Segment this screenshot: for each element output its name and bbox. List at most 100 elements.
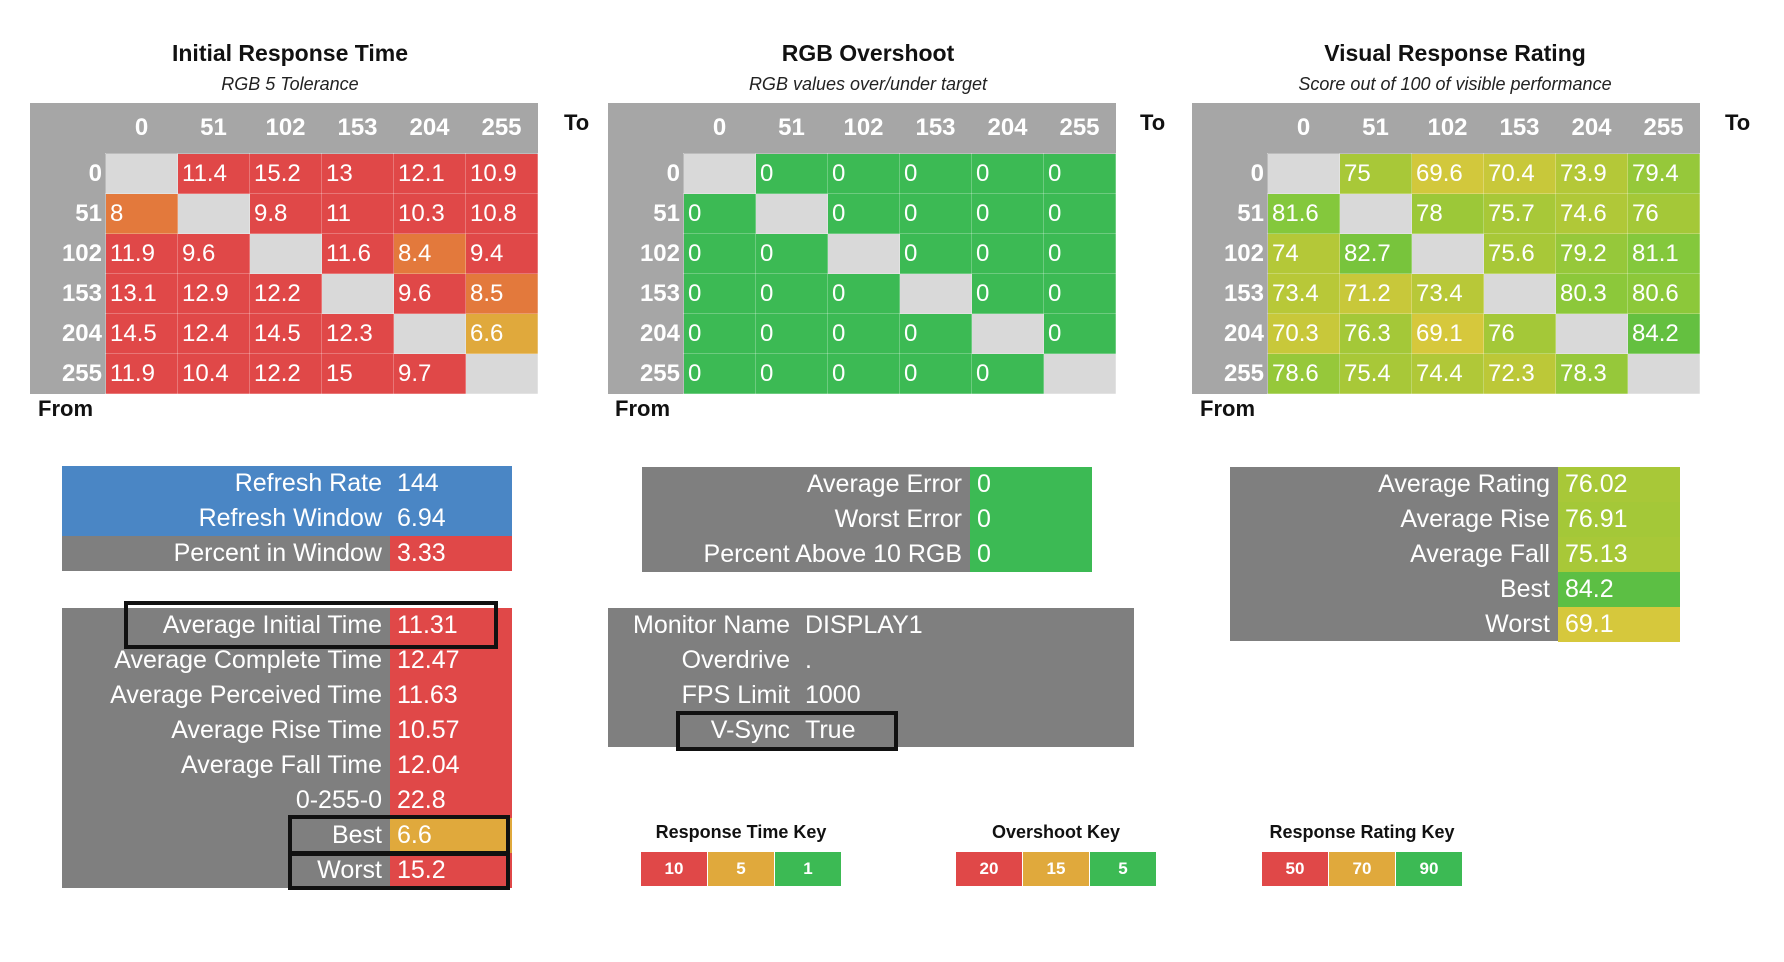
key-swatch: 50 [1262, 852, 1328, 886]
refresh-stats-panel: Refresh Rate 144 Refresh Window 6.94 Percent… [62, 466, 512, 571]
heatmap-cell: 78.6 [1267, 353, 1340, 394]
heatmap-cell-empty [393, 313, 466, 354]
row-header: 0 [608, 153, 684, 194]
heatmap-cell: 78 [1411, 193, 1484, 234]
stat-row: V-Sync True [608, 713, 1134, 748]
heatmap-cell: 8.5 [465, 273, 538, 314]
heatmap-cell: 80.6 [1627, 273, 1700, 314]
heatmap-cell: 74.4 [1411, 353, 1484, 394]
heatmap-cell-empty [899, 273, 972, 314]
heatmap-cell: 12.9 [177, 273, 250, 314]
stat-row: Average Perceived Time 11.63 [62, 678, 512, 713]
stat-row: Best 84.2 [1230, 572, 1680, 607]
stat-row: Monitor Name DISPLAY1 [608, 608, 1134, 643]
heatmap-cell: 15 [321, 353, 394, 394]
heatmap-cell: 76 [1627, 193, 1700, 234]
row-header: 153 [608, 273, 684, 314]
highlight-vsync [676, 711, 898, 751]
heatmap-cell-empty [1627, 353, 1700, 394]
heatmap-cell: 73.4 [1411, 273, 1484, 314]
stat-row: Refresh Window 6.94 [62, 501, 512, 536]
heatmap-row: 51 8 9.8 11 10.3 10.8 [30, 193, 538, 234]
heatmap-cell: 11.9 [105, 233, 178, 274]
heatmap-cell: 0 [971, 193, 1044, 234]
stat-label: Monitor Name [633, 611, 790, 639]
stat-value: 12.04 [390, 748, 512, 783]
row-header: 102 [608, 233, 684, 274]
column-header: 153 [321, 103, 394, 154]
heatmap-cell: 12.2 [249, 273, 322, 314]
stat-row: 0-255-0 22.8 [62, 783, 512, 818]
heatmap-cell: 69.1 [1411, 313, 1484, 354]
highlight-worst [288, 852, 510, 890]
heatmap-cell: 9.8 [249, 193, 322, 234]
stat-value: 0 [970, 537, 1092, 572]
heatmap-cell: 75.7 [1483, 193, 1556, 234]
stat-value: 75.13 [1558, 537, 1680, 572]
heatmap-cell: 13.1 [105, 273, 178, 314]
heatmap-row: 102 74 82.7 75.6 79.2 81.1 [1192, 233, 1700, 274]
column-header: 102 [249, 103, 322, 154]
heatmap-cell: 0 [683, 313, 756, 354]
stat-label: Best [1499, 575, 1550, 603]
heatmap-cell: 11.4 [177, 153, 250, 194]
heatmap-cell: 0 [755, 313, 828, 354]
heatmap-corner [30, 103, 106, 154]
column-header: 51 [177, 103, 250, 154]
heatmap-cell-empty [1483, 273, 1556, 314]
heatmap-cell: 79.2 [1555, 233, 1628, 274]
key-swatch: 1 [775, 852, 841, 886]
stat-label: Percent in Window [62, 536, 390, 571]
heatmap-cell: 14.5 [249, 313, 322, 354]
stat-row: FPS Limit 1000 [608, 678, 1134, 713]
stat-row: Overdrive. [608, 643, 1134, 678]
stat-row: Average Error 0 [642, 467, 1092, 502]
stat-value: 6.6 [390, 818, 512, 853]
heatmap-cell: 8 [105, 193, 178, 234]
column-header: 0 [105, 103, 178, 154]
stat-row: Worst 15.2 [62, 853, 512, 888]
stat-value: 22.8 [390, 783, 512, 818]
heatmap-header-row: 0 51 102 153 204 255 [1192, 103, 1700, 154]
heatmap-cell: 0 [755, 233, 828, 274]
key-swatch: 90 [1396, 852, 1462, 886]
stat-value: 0 [970, 502, 1092, 537]
row-header: 51 [1192, 193, 1268, 234]
stat-label: Average Rating [1378, 470, 1550, 498]
heatmap-cell-empty [1043, 353, 1116, 394]
heatmap-row: 255 0 0 0 0 0 [608, 353, 1116, 394]
key-swatch: 5 [708, 852, 774, 886]
heatmap-cell: 0 [1043, 193, 1116, 234]
heatmap-cell: 0 [1043, 153, 1116, 194]
stat-value: 84.2 [1558, 572, 1680, 607]
stat-row: Average Rise Time 10.57 [62, 713, 512, 748]
row-header: 0 [30, 153, 106, 194]
heatmap-cell: 10.3 [393, 193, 466, 234]
heatmap-cell: 0 [683, 353, 756, 394]
heatmap-cell: 0 [683, 193, 756, 234]
heatmap-row: 204 14.5 12.4 14.5 12.3 6.6 [30, 313, 538, 354]
heatmap-cell: 84.2 [1627, 313, 1700, 354]
heatmap-cell: 75.4 [1339, 353, 1412, 394]
chart-subtitle: RGB 5 Tolerance [221, 74, 359, 94]
stat-value: DISPLAY1 [805, 611, 923, 639]
stat-value: True [805, 716, 856, 744]
stat-label: Average Perceived Time [110, 681, 382, 709]
heatmap-cell-empty [1267, 153, 1340, 194]
heatmap-cell: 0 [899, 233, 972, 274]
stat-value: 0 [970, 467, 1092, 502]
key-swatch: 10 [641, 852, 707, 886]
heatmap-cell: 8.4 [393, 233, 466, 274]
heatmap-cell: 76.3 [1339, 313, 1412, 354]
row-header: 204 [30, 313, 106, 354]
stat-row: Average Complete Time 12.47 [62, 643, 512, 678]
stat-label: V-Sync [710, 716, 790, 744]
heatmap-cell: 75 [1339, 153, 1412, 194]
overshoot-key: Overshoot Key 20 15 5 [956, 822, 1156, 888]
stat-label: Worst Error [834, 505, 962, 533]
heatmap-cell: 0 [755, 153, 828, 194]
column-header: 153 [899, 103, 972, 154]
stat-label: FPS Limit [681, 681, 790, 709]
heatmap-cell: 0 [755, 353, 828, 394]
heatmap-row: 153 73.4 71.2 73.4 80.3 80.6 [1192, 273, 1700, 314]
